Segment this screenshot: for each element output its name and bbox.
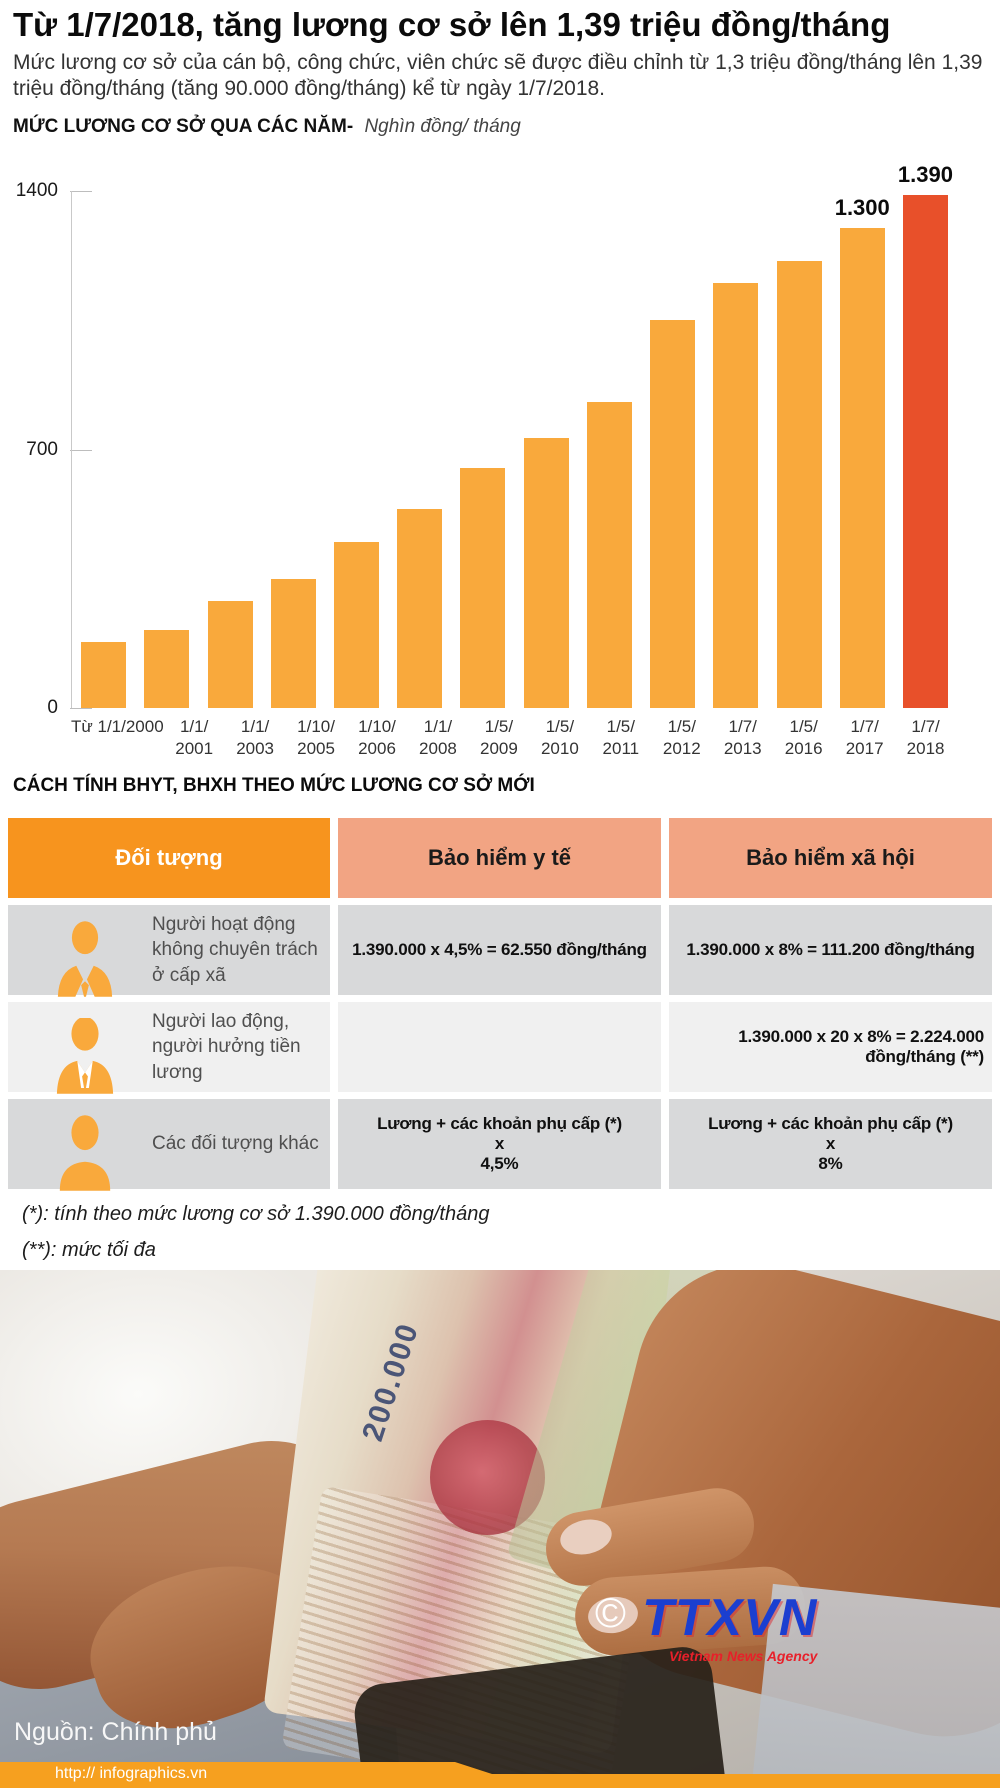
x-axis-label: 1/5/ 2011 xyxy=(602,717,640,759)
bar xyxy=(333,541,379,708)
chart-title: MỨC LƯƠNG CƠ SỞ QUA CÁC NĂM- xyxy=(13,116,354,137)
x-axis-label: 1/1/ 2008 xyxy=(419,717,457,759)
chart-x-labels: Từ 1/1/2000 1/1/ 2001 1/1/ 2003 1/10/ 2005 1… xyxy=(71,716,956,761)
x-axis-label: 1/5/ 2009 xyxy=(480,717,518,759)
page-title: Từ 1/7/2018, tăng lương cơ sở lên 1,39 t… xyxy=(13,6,891,43)
logo-text: TTXVN Vietnam News Agency xyxy=(642,1592,817,1664)
footnote-1: (*): tính theo mức lương cơ sở 1.390.000… xyxy=(22,1203,490,1225)
bar xyxy=(460,467,506,708)
bar xyxy=(523,438,569,708)
x-axis-label: 1/10/ 2006 xyxy=(358,717,396,759)
bar-slot xyxy=(451,191,514,708)
table-cell-bhxh: 1.390.000 x 8% = 111.200 đồng/tháng xyxy=(669,905,992,995)
bar-slot: 1.390 xyxy=(894,162,957,708)
bar xyxy=(207,600,253,708)
official-person-icon xyxy=(54,895,116,1004)
copyright-icon: © xyxy=(595,1589,626,1636)
bar-slot xyxy=(72,191,135,708)
bar xyxy=(144,630,190,708)
row-label-text: Người hoạt động không chuyên trách ở cấp… xyxy=(152,913,318,986)
chart-unit-label: Nghìn đồng/ tháng xyxy=(364,116,521,137)
x-axis-label: 1/7/ 2013 xyxy=(723,717,762,759)
table-header-bhxh: Bảo hiểm xã hội xyxy=(669,818,992,898)
page-subtitle: Mức lương cơ sở của cán bộ, công chức, v… xyxy=(13,51,983,100)
table-section-title: CÁCH TÍNH BHYT, BHXH THEO MỨC LƯƠNG CƠ S… xyxy=(13,775,535,796)
table-cell-bhyt xyxy=(338,1002,661,1092)
chart-plot: 1.300 1.390 xyxy=(71,162,957,708)
footnote-2: (**): mức tối đa xyxy=(22,1239,156,1261)
bar-slot xyxy=(767,191,830,708)
bar-slot: 1.300 xyxy=(831,191,894,708)
ttxvn-logo: © TTXVN Vietnam News Agency xyxy=(595,1589,817,1665)
bar-slot xyxy=(641,191,704,708)
table-cell-bhyt: Lương + các khoản phụ cấp (*) x 4,5% xyxy=(338,1099,661,1189)
x-axis-label: Từ 1/1/2000 xyxy=(71,717,164,736)
bar-slot xyxy=(578,191,641,708)
bar-slot xyxy=(325,191,388,708)
bar-value-label: 1.390 xyxy=(897,161,953,187)
x-axis-label: 1/7/ 2018 xyxy=(906,717,945,759)
x-axis-label: 1/1/ 2001 xyxy=(175,717,214,759)
x-axis-label: 1/5/ 2016 xyxy=(784,717,823,759)
x-axis-label: 1/7/ 2017 xyxy=(845,717,884,759)
bar xyxy=(902,194,948,708)
person-icon xyxy=(54,1089,116,1198)
bar-value-label: 1.300 xyxy=(834,194,890,220)
bar-slot xyxy=(135,191,198,708)
row-label-text: Người lao động, người hưởng tiền lương xyxy=(152,1010,301,1083)
bar xyxy=(650,320,696,708)
insurance-table: Đối tượng Bảo hiểm y tế Bảo hiểm xã hội … xyxy=(8,818,992,1191)
table-row-label: Các đối tượng khác xyxy=(8,1099,330,1191)
bar xyxy=(839,227,885,708)
table-header-doi-tuong: Đối tượng xyxy=(8,818,330,898)
logo-name: TTXVN xyxy=(641,1589,818,1647)
x-axis-label: 1/5/ 2010 xyxy=(540,717,579,759)
chart-y-axis: 1400 700 0 xyxy=(0,180,92,718)
source-credit: Nguồn: Chính phủ xyxy=(14,1718,217,1746)
row-label-text: Các đối tượng khác xyxy=(152,1133,319,1155)
x-axis-label: 1/5/ 2012 xyxy=(662,717,701,759)
table-header-bhyt: Bảo hiểm y tế xyxy=(338,818,661,898)
bar-slot xyxy=(388,191,451,708)
bar-slot xyxy=(262,191,325,708)
bar-slot xyxy=(704,191,767,708)
bar xyxy=(81,641,127,708)
table-row-label: Người lao động, người hưởng tiền lương xyxy=(8,1002,330,1094)
bar xyxy=(270,578,316,708)
table-cell-bhxh: 1.390.000 x 20 x 8% = 2.224.000 đồng/thá… xyxy=(669,1002,992,1092)
bar xyxy=(776,261,822,708)
x-axis-label: 1/10/ 2005 xyxy=(297,717,335,759)
table-cell-bhyt: 1.390.000 x 4,5% = 62.550 đồng/tháng xyxy=(338,905,661,995)
table-row-label: Người hoạt động không chuyên trách ở cấp… xyxy=(8,905,330,997)
table-cell-bhxh: Lương + các khoản phụ cấp (*) x 8% xyxy=(669,1099,992,1189)
website-url: http:// infographics.vn xyxy=(55,1765,208,1782)
worker-person-icon xyxy=(54,992,116,1101)
chart-heading: MỨC LƯƠNG CƠ SỞ QUA CÁC NĂM- Nghìn đồng/… xyxy=(13,116,521,138)
bar xyxy=(397,508,443,708)
logo-tagline: Vietnam News Agency xyxy=(669,1648,818,1664)
photo-money-counting: 200.000 xyxy=(0,1270,1000,1788)
bar xyxy=(713,283,759,708)
x-axis-label: 1/1/ 2003 xyxy=(236,717,275,759)
bar-slot xyxy=(198,191,261,708)
bar-slot xyxy=(515,191,578,708)
bar xyxy=(586,401,632,708)
